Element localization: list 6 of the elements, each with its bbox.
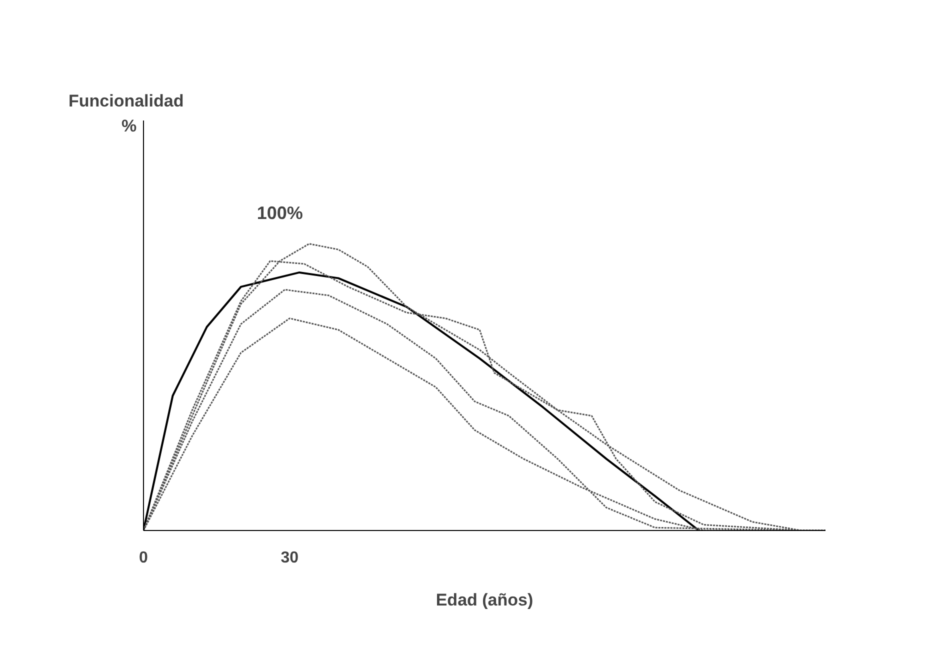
text: 100% [256, 203, 303, 223]
text: % [122, 116, 137, 136]
x-tick-label: 30 [280, 550, 299, 566]
chart-title: Funcionalidad [68, 92, 184, 110]
x-tick-label: 0 [139, 550, 148, 566]
x-axis-title: Edad (años) [436, 590, 534, 610]
